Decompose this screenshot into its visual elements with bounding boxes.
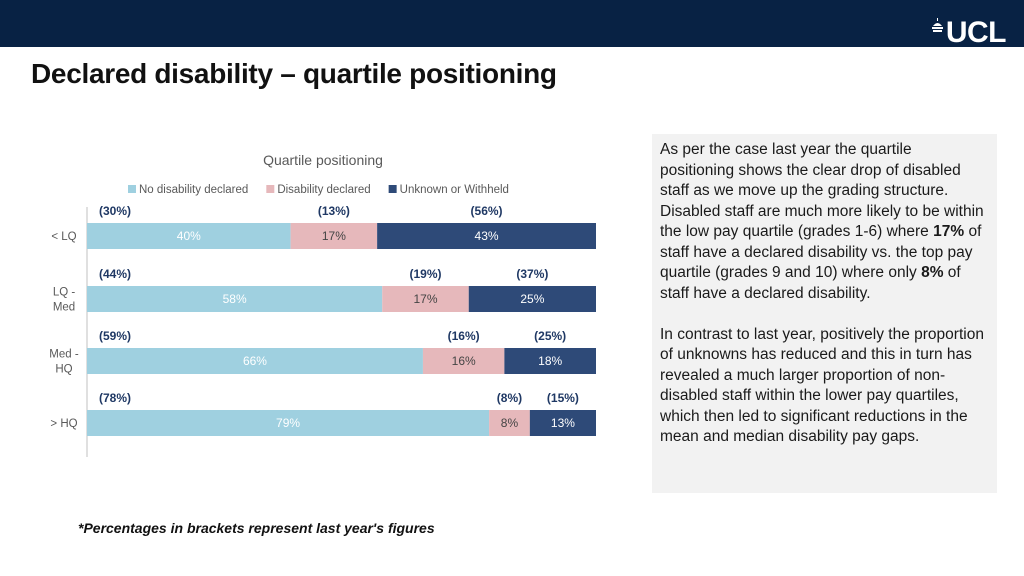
header-bar: UCL <box>0 0 1024 49</box>
previous-label-0-0: (30%) <box>99 204 131 218</box>
dome-icon <box>931 18 943 32</box>
bar-0-1 <box>290 223 378 249</box>
page-title: Declared disability – quartile positioni… <box>31 58 557 89</box>
ucl-logo: UCL <box>931 16 1007 49</box>
data-label-0-1: 17% <box>322 229 346 243</box>
legend-label-2: Unknown or Withheld <box>400 184 509 196</box>
footnote: *Percentages in brackets represent last … <box>78 520 435 536</box>
legend-swatch-2 <box>388 185 397 193</box>
data-label-1-1: 17% <box>413 292 437 306</box>
bar-1-2 <box>468 286 596 312</box>
commentary-paragraph-2: In contrast to last year, positively the… <box>660 325 984 446</box>
bar-3-2 <box>529 410 596 436</box>
data-label-2-1: 16% <box>452 354 476 368</box>
data-label-2-2: 18% <box>538 354 562 368</box>
previous-label-3-1: (8%) <box>497 391 522 405</box>
chart-title: Quartile positioning <box>263 152 383 168</box>
bar-1-0 <box>87 286 383 312</box>
previous-label-0-2: (56%) <box>471 204 503 218</box>
previous-label-3-2: (15%) <box>547 391 579 405</box>
logo-text: UCL <box>945 16 1007 49</box>
data-label-1-0: 58% <box>223 292 247 306</box>
bar-0-0 <box>87 223 291 249</box>
category-label-1-1: Med <box>53 302 75 314</box>
bar-2-0 <box>87 348 423 374</box>
legend-swatch-1 <box>266 185 275 193</box>
category-label-2-1: HQ <box>55 364 72 376</box>
highlight-top-quartile: 8% <box>921 264 944 281</box>
bar-3-0 <box>87 410 490 436</box>
category-label-2-0: Med - <box>49 349 79 361</box>
previous-label-1-1: (19%) <box>409 267 441 281</box>
bar-2-1 <box>422 348 505 374</box>
data-label-3-0: 79% <box>276 416 300 430</box>
data-label-2-0: 66% <box>243 354 267 368</box>
previous-label-1-2: (37%) <box>516 267 548 281</box>
bar-1-1 <box>382 286 469 312</box>
bar-3-1 <box>489 410 530 436</box>
previous-label-2-2: (25%) <box>534 329 566 343</box>
previous-label-1-0: (44%) <box>99 267 131 281</box>
category-label-1-0: LQ - <box>53 287 76 299</box>
data-label-0-2: 43% <box>475 229 499 243</box>
data-label-1-2: 25% <box>520 292 544 306</box>
previous-label-3-0: (78%) <box>99 391 131 405</box>
bar-0-2 <box>377 223 596 249</box>
legend-label-0: No disability declared <box>139 184 248 196</box>
quartile-chart: Quartile positioning No disability declar… <box>49 152 596 457</box>
category-label-0-0: < LQ <box>51 231 76 243</box>
legend-label-1: Disability declared <box>277 184 370 196</box>
previous-label-2-0: (59%) <box>99 329 131 343</box>
bar-2-2 <box>504 348 596 374</box>
previous-label-2-1: (16%) <box>448 329 480 343</box>
legend-swatch-0 <box>128 185 136 193</box>
highlight-low-quartile: 17% <box>933 223 965 240</box>
category-label-3-0: > HQ <box>50 418 77 430</box>
previous-label-0-1: (13%) <box>318 204 350 218</box>
data-label-3-2: 13% <box>551 416 575 430</box>
commentary-paragraph-1: As per the case last year the quartile p… <box>660 141 984 302</box>
data-label-0-0: 40% <box>177 229 201 243</box>
data-label-3-1: 8% <box>501 416 519 430</box>
commentary-panel: As per the case last year the quartile p… <box>652 134 997 493</box>
